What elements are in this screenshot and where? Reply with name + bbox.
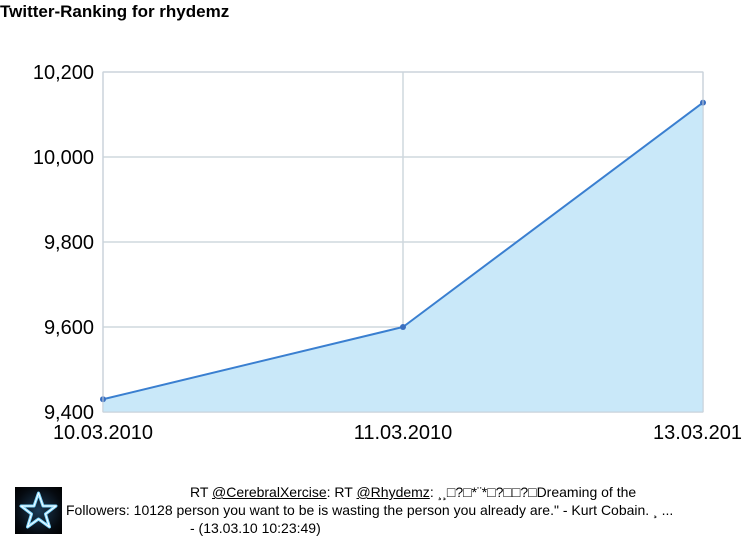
ranking-area-chart: 10,200 10,000 9,800 9,600 9,400 10.03.2010 11…: [33, 62, 742, 444]
star-avatar-icon[interactable]: [15, 487, 62, 534]
plot-border: [102, 71, 704, 413]
data-point-1: [400, 324, 406, 330]
mention-cerebralxercise-link[interactable]: @CerebralXercise: [212, 484, 327, 500]
x-tick-label: 11.03.2010: [354, 422, 453, 444]
plot-frame: [102, 71, 704, 413]
x-axis-ticks: 10.03.2010 11.03.2010 13.03.201: [53, 422, 742, 444]
chart-title: Twitter-Ranking for rhydemz: [0, 2, 230, 21]
tweet-footer: RT @CerebralXercise: RT @Rhydemz: ¸¸□?□*…: [0, 480, 742, 549]
x-tick-label: 13.03.201: [653, 422, 742, 444]
tweet-prefix: RT: [190, 484, 213, 500]
y-tick-label: 9,800: [44, 232, 94, 254]
y-tick-label: 10,000: [33, 147, 94, 169]
y-tick-label: 9,400: [44, 402, 94, 424]
tweet-text: RT @CerebralXercise: RT @Rhydemz: ¸¸□?□*…: [66, 483, 736, 537]
tweet-line2-rest: person you want to be is wasting the per…: [172, 502, 674, 518]
tweet-line-1: RT @CerebralXercise: RT @Rhydemz: ¸¸□?□*…: [66, 483, 736, 501]
x-tick-label: 10.03.2010: [53, 422, 153, 444]
tweet-timestamp: - (13.03.10 10:23:49): [190, 520, 321, 536]
y-tick-label: 10,200: [33, 62, 94, 84]
y-axis-ticks: 10,200 10,000 9,800 9,600 9,400: [33, 62, 94, 424]
area-fill: [103, 102, 703, 412]
mention-rhydemz-link[interactable]: @Rhydemz: [356, 484, 430, 500]
tweet-middle: : RT: [326, 484, 357, 500]
y-tick-label: 9,600: [44, 317, 94, 339]
tweet-line1-rest: : ¸¸□?□*¨*□?□□?□Dreaming of the: [429, 484, 637, 500]
followers-count: Followers: 10128: [66, 502, 173, 518]
